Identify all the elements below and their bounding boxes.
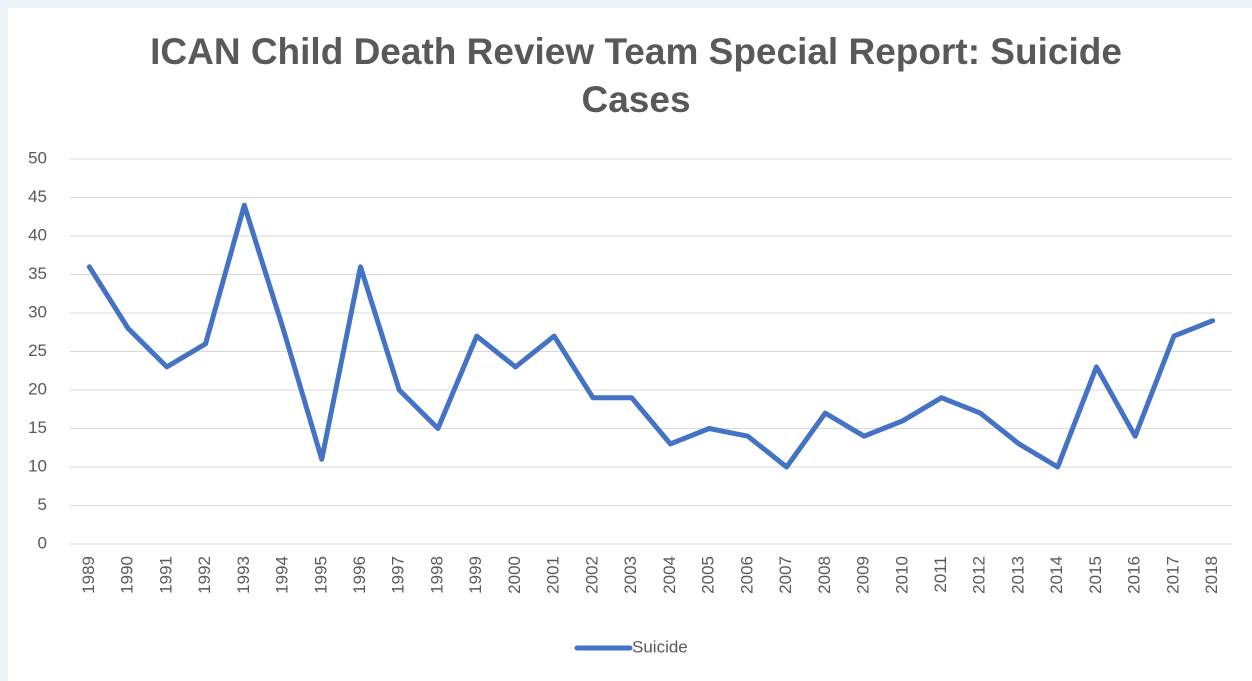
y-tick-label: 30: [28, 302, 47, 321]
x-tick-label: 1991: [156, 556, 175, 594]
x-tick-label: 2007: [776, 556, 795, 594]
x-tick-label: 2012: [970, 556, 989, 594]
y-tick-label: 15: [28, 418, 47, 437]
x-tick-label: 1990: [118, 556, 137, 594]
y-tick-label: 0: [38, 533, 47, 552]
x-tick-label: 2015: [1086, 556, 1105, 594]
x-tick-label: 2004: [660, 556, 679, 594]
x-tick-label: 1999: [466, 556, 485, 594]
x-tick-label: 2005: [699, 556, 718, 594]
x-tick-label: 2016: [1125, 556, 1144, 594]
x-tick-label: 1989: [79, 556, 98, 594]
y-tick-label: 25: [28, 341, 47, 360]
x-tick-label: 2001: [544, 556, 563, 594]
x-tick-label: 2000: [505, 556, 524, 594]
x-tick-label: 2014: [1047, 556, 1066, 594]
x-tick-label: 1998: [427, 556, 446, 594]
x-tick-label: 2010: [892, 556, 911, 594]
x-tick-label: 2009: [854, 556, 873, 594]
x-tick-label: 1992: [195, 556, 214, 594]
x-tick-label: 1994: [273, 556, 292, 594]
x-tick-label: 2011: [931, 556, 950, 593]
y-tick-label: 40: [28, 225, 47, 244]
x-tick-label: 1995: [311, 556, 330, 594]
legend-label: Suicide: [632, 637, 688, 656]
x-tick-label: 1997: [389, 556, 408, 594]
x-tick-label: 2018: [1202, 556, 1221, 594]
y-tick-label: 10: [28, 456, 47, 475]
chart-area: [8, 8, 1252, 681]
y-tick-label: 50: [28, 148, 47, 167]
x-tick-label: 2006: [737, 556, 756, 594]
chart-title: ICAN Child Death Review Team Special Rep…: [150, 31, 1122, 120]
x-tick-label: 1993: [234, 556, 253, 594]
y-tick-label: 35: [28, 264, 47, 283]
x-tick-label: 2017: [1163, 556, 1182, 594]
x-tick-label: 2008: [815, 556, 834, 594]
x-tick-label: 2003: [621, 556, 640, 594]
y-tick-label: 5: [38, 495, 47, 514]
y-tick-label: 45: [28, 187, 47, 206]
x-tick-label: 1996: [350, 556, 369, 594]
x-tick-label: 2002: [582, 556, 601, 594]
x-tick-label: 2013: [1008, 556, 1027, 594]
series-line: [86, 202, 1216, 470]
y-tick-label: 20: [28, 379, 47, 398]
